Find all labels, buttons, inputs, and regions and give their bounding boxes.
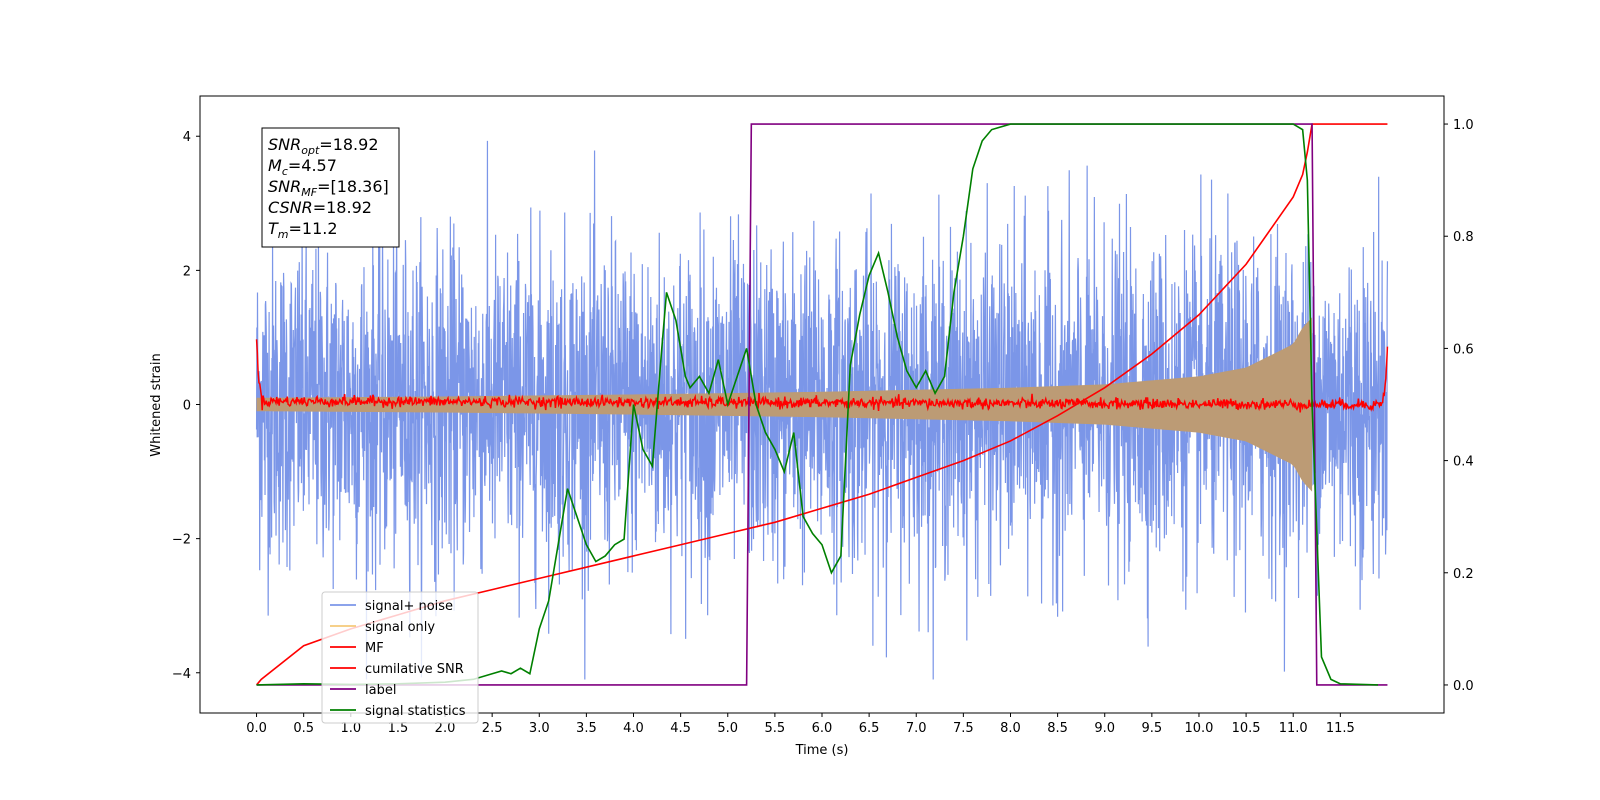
annotation-line: SNRopt=18.92	[268, 135, 379, 157]
x-tick-label: 11.0	[1279, 721, 1308, 736]
legend-frame	[321, 591, 479, 724]
y-left-tick-label: 4	[183, 130, 191, 145]
x-tick-label: 9.5	[1142, 721, 1163, 736]
x-tick-label: 1.5	[388, 721, 409, 736]
x-tick-label: 7.0	[906, 721, 927, 736]
x-tick-label: 10.5	[1232, 721, 1261, 736]
annotation-line: Mc=4.57	[268, 156, 337, 178]
annotation-line: SNRMF=[18.36]	[268, 177, 389, 199]
y-left-tick-label: 2	[183, 264, 191, 279]
legend-label: signal statistics	[365, 704, 466, 719]
y-right-tick-label: 0.8	[1453, 230, 1474, 245]
series-signal-noise	[255, 140, 1389, 680]
x-tick-label: 4.5	[670, 721, 691, 736]
x-tick-label: 6.0	[812, 721, 833, 736]
x-tick-label: 8.5	[1047, 721, 1068, 736]
y-axis-right: 0.0 0.2 0.4 0.6 0.8 1.0	[1444, 118, 1474, 694]
x-tick-label: 7.5	[953, 721, 974, 736]
x-tick-label: 8.0	[1000, 721, 1021, 736]
x-tick-label: 4.0	[623, 721, 644, 736]
y-axis-left: −4 −2 0 2 4	[172, 130, 200, 682]
x-tick-label: 9.0	[1094, 721, 1115, 736]
x-tick-label: 0.5	[293, 721, 314, 736]
x-tick-label: 0.0	[246, 721, 267, 736]
legend: signal+ noise signal only MF cumilative SNR…	[321, 591, 479, 724]
x-tick-label: 11.5	[1326, 721, 1355, 736]
legend-label: cumilative SNR	[365, 662, 464, 677]
series-mf	[255, 339, 1389, 413]
y-left-tick-label: −2	[172, 533, 191, 548]
legend-label: MF	[365, 641, 384, 656]
y-axis-label: Whitened strain	[149, 353, 164, 456]
x-tick-label: 2.0	[435, 721, 456, 736]
x-tick-label: 3.5	[576, 721, 597, 736]
y-left-tick-label: 0	[183, 399, 191, 414]
x-tick-label: 10.0	[1184, 721, 1213, 736]
y-left-tick-label: −4	[172, 667, 191, 682]
y-right-tick-label: 0.2	[1453, 567, 1474, 582]
x-axis-label: Time (s)	[795, 743, 849, 758]
x-tick-label: 5.5	[765, 721, 786, 736]
annotation-line: CSNR=18.92	[268, 198, 372, 217]
y-right-tick-label: 0.0	[1453, 679, 1474, 694]
annotation-frame	[261, 127, 400, 248]
annotation-line: Tm=11.2	[268, 219, 338, 241]
legend-label: signal only	[365, 620, 435, 635]
annotation-box: SNRopt=18.92Mc=4.57SNRMF=[18.36]CSNR=18.…	[261, 127, 400, 248]
x-tick-label: 5.0	[717, 721, 738, 736]
y-right-tick-label: 0.4	[1453, 455, 1474, 470]
y-right-tick-label: 1.0	[1453, 118, 1474, 133]
legend-label: label	[365, 683, 396, 698]
x-axis: 0.0 0.5 1.0 1.5 2.0 2.5 3.0 3.5 4.0 4.5 5.0 5.5 6.0 6…	[246, 713, 1355, 736]
series-signal-statistics	[256, 123, 1379, 686]
legend-label: signal+ noise	[365, 599, 453, 614]
x-tick-label: 3.0	[529, 721, 550, 736]
y-right-tick-label: 0.6	[1453, 342, 1474, 357]
x-tick-label: 6.5	[859, 721, 880, 736]
x-tick-label: 1.0	[340, 721, 361, 736]
x-tick-label: 2.5	[482, 721, 503, 736]
